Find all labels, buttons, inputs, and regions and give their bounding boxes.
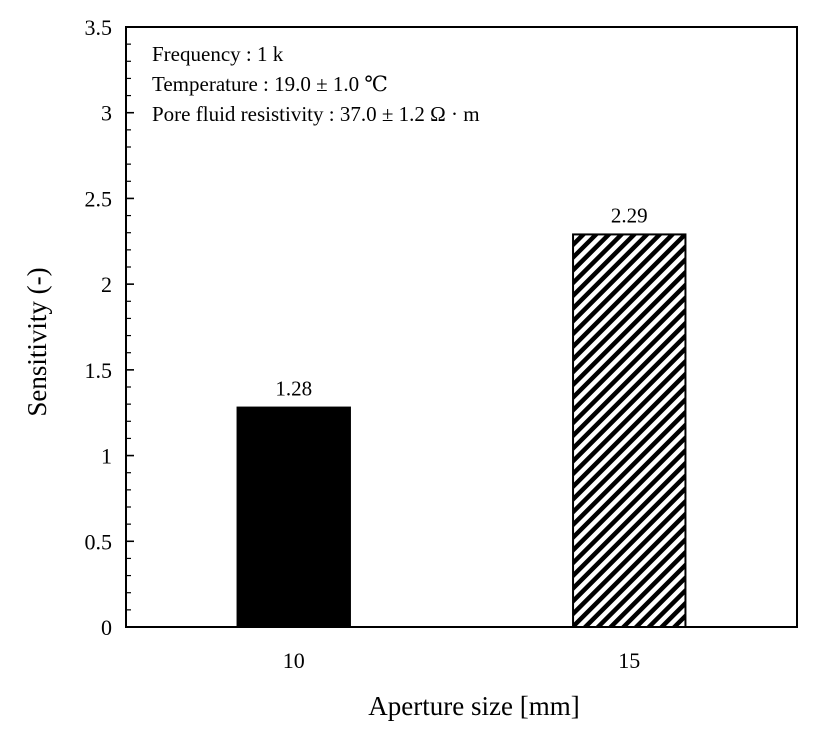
y-tick-label: 2.5 — [85, 186, 113, 211]
bar-10 — [236, 406, 351, 629]
y-tick-label: 1.5 — [85, 358, 113, 383]
x-tick-label-10: 10 — [283, 648, 305, 673]
y-axis-title: Sensitivity (-) — [22, 267, 52, 416]
data-label-15: 2.29 — [611, 203, 648, 227]
y-tick-label: 2 — [101, 272, 112, 297]
x-axis-title: Aperture size [mm] — [368, 691, 579, 721]
bar-15 — [572, 233, 687, 629]
bars — [236, 233, 687, 629]
y-tick-label: 3.5 — [85, 15, 113, 40]
x-tick-label-15: 15 — [618, 648, 640, 673]
y-tick-label: 3 — [101, 101, 112, 126]
y-tick-label: 0 — [101, 615, 112, 640]
annotation-frequency: Frequency : 1 k — [152, 42, 284, 66]
y-axis-tick-labels: 0 0.5 1 1.5 2 2.5 3 3.5 — [85, 15, 113, 640]
y-tick-label: 1 — [101, 444, 112, 469]
plot-frame — [125, 26, 798, 628]
x-axis-tick-labels: 10 15 — [283, 648, 641, 673]
annotation-temperature: Temperature : 19.0 ± 1.0 ℃ — [152, 72, 388, 96]
data-labels: 1.28 2.29 — [275, 203, 647, 400]
y-tick-label: 0.5 — [85, 529, 113, 554]
annotation-box: Frequency : 1 k Temperature : 19.0 ± 1.0… — [152, 42, 480, 126]
annotation-resistivity: Pore fluid resistivity : 37.0 ± 1.2 Ω · … — [152, 102, 480, 126]
y-axis-ticks — [126, 43, 134, 611]
data-label-10: 1.28 — [275, 377, 312, 401]
